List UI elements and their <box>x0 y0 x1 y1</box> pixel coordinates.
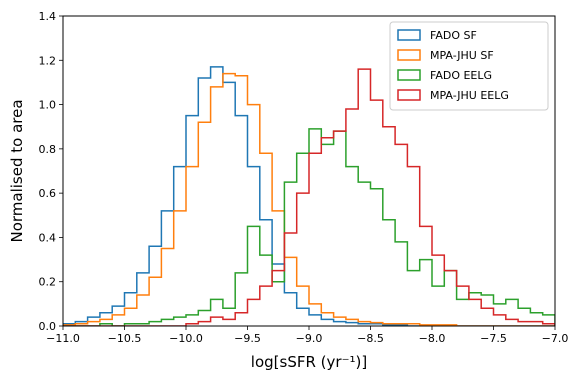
y-tick-label: 0.6 <box>39 187 57 200</box>
x-tick-label: −11.0 <box>46 332 80 345</box>
x-tick-label: −10.0 <box>169 332 203 345</box>
series-line-3 <box>63 68 555 326</box>
x-axis-label: log[sSFR (yr⁻¹)] <box>251 353 367 371</box>
y-tick-label: 0.8 <box>39 143 57 156</box>
x-tick-label: −7.0 <box>542 332 569 345</box>
legend-label: MPA-JHU SF <box>430 49 494 62</box>
legend-swatch <box>397 69 421 81</box>
y-tick-label: 0.4 <box>39 231 57 244</box>
y-tick-label: 1.4 <box>39 10 57 23</box>
x-tick-label: −7.5 <box>480 332 507 345</box>
x-axis: −11.0 −10.5 −10.0 −9.5 −9.0 −8.5 −8.0 −7.5 −7.0 <box>46 326 568 345</box>
legend-swatch <box>397 49 421 61</box>
x-tick-label: −10.5 <box>108 332 142 345</box>
x-tick-label: −9.0 <box>296 332 323 345</box>
y-tick-label: 0.0 <box>39 320 57 333</box>
series-line-2 <box>63 128 555 326</box>
legend-swatch <box>397 29 421 41</box>
x-tick-label: −8.0 <box>419 332 446 345</box>
x-tick-label: −8.5 <box>357 332 384 345</box>
y-axis: 0.0 0.2 0.4 0.6 0.8 1.0 1.2 1.4 <box>39 10 63 333</box>
series-line-0 <box>63 66 555 326</box>
legend-label: FADO EELG <box>430 69 492 82</box>
y-tick-label: 0.2 <box>39 276 57 289</box>
y-axis-label: Normalised to area <box>8 99 26 242</box>
legend-label: MPA-JHU EELG <box>430 89 509 102</box>
legend-box <box>389 21 549 111</box>
x-tick-label: −9.5 <box>234 332 261 345</box>
legend-label: FADO SF <box>430 29 477 42</box>
legend-swatch <box>397 89 421 101</box>
series-line-1 <box>63 72 555 326</box>
legend: FADO SF MPA-JHU SF FADO EELG MPA-JHU EELG <box>389 21 549 111</box>
series-layer <box>63 66 555 326</box>
y-tick-label: 1.2 <box>39 54 57 67</box>
y-tick-label: 1.0 <box>39 99 57 112</box>
